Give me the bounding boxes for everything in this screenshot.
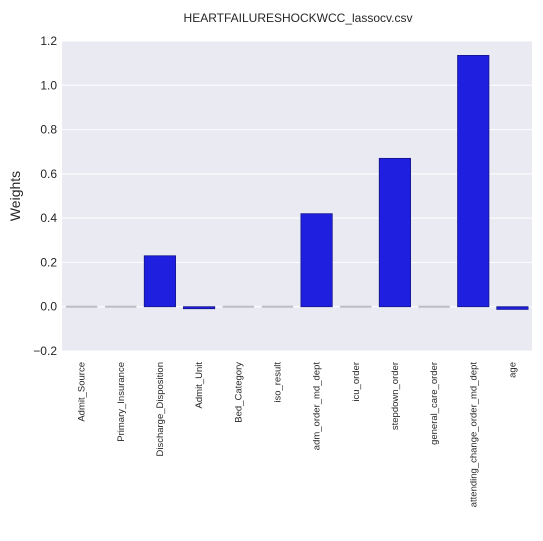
x-tick-label: iso_result <box>272 362 283 403</box>
x-tick-label: stepdown_order <box>390 362 401 430</box>
x-axis-ticks: Admit_Source Primary_Insurance Discharge_D… <box>77 362 519 508</box>
bar <box>496 306 529 310</box>
bar <box>183 306 216 310</box>
y-tick-label: 0.6 <box>40 167 57 181</box>
chart-title: HEARTFAILURESHOCKWCC_lassocv.csv <box>184 11 413 25</box>
bar <box>222 305 254 308</box>
y-tick-label: 0.4 <box>40 211 57 225</box>
bar <box>340 305 372 308</box>
bar <box>261 305 294 308</box>
bar <box>300 213 333 308</box>
gridlines <box>62 40 532 352</box>
y-tick-label: 0.0 <box>40 300 57 314</box>
bar <box>105 305 137 308</box>
x-tick-label: adm_order_md_dept <box>312 362 323 451</box>
x-tick-label: icu_order <box>351 362 362 402</box>
y-tick-label: −0.2 <box>33 344 57 358</box>
y-tick-label: 0.8 <box>40 123 57 137</box>
bar <box>143 255 176 308</box>
x-tick-label: Primary_Insurance <box>116 362 127 442</box>
x-tick-label: Bed_Category <box>233 362 244 423</box>
y-tick-label: 1.2 <box>40 34 57 48</box>
bars <box>65 54 529 310</box>
x-tick-label: Admit_Unit <box>194 362 205 409</box>
plot-area <box>62 41 532 351</box>
bar <box>378 157 411 308</box>
x-tick-label: age <box>507 362 518 378</box>
x-tick-label: Discharge_Disposition <box>155 362 166 457</box>
x-tick-label: Admit_Source <box>77 362 88 422</box>
y-tick-label: 1.0 <box>40 78 57 92</box>
y-axis-label: Weights <box>7 171 23 221</box>
bar <box>65 305 98 308</box>
bar <box>418 305 450 308</box>
y-tick-label: 0.2 <box>40 255 57 269</box>
bar <box>457 54 490 308</box>
x-tick-label: attending_change_order_md_dept <box>468 362 479 508</box>
y-axis-ticks: −0.2 0.0 0.2 0.4 0.6 0.8 1.0 1.2 <box>33 34 57 358</box>
x-tick-label: general_care_order <box>429 362 440 445</box>
